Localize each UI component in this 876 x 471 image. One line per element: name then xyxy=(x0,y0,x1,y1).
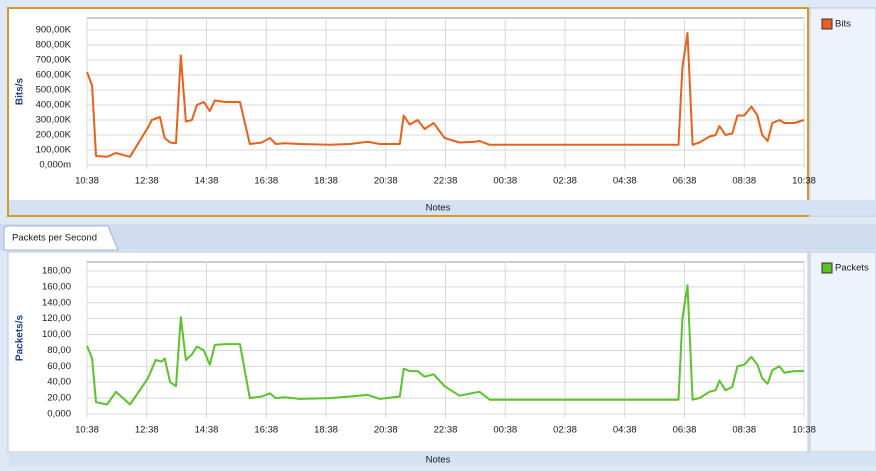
x-tick-label: 20:38 xyxy=(374,425,398,436)
tab-strip xyxy=(0,224,876,250)
x-tick-label: 10:38 xyxy=(792,176,816,187)
notes-label[interactable]: Notes xyxy=(426,203,451,214)
x-tick-label: 12:38 xyxy=(135,425,159,436)
x-tick-label: 06:38 xyxy=(673,425,697,436)
notes-bar[interactable] xyxy=(9,452,876,466)
y-tick-label: 100,00 xyxy=(42,329,71,340)
y-tick-label: 180,00 xyxy=(42,266,71,277)
x-tick-label: 20:38 xyxy=(374,176,398,187)
tab-label[interactable]: Packets per Second xyxy=(12,233,97,244)
y-tick-label: 140,00 xyxy=(42,297,71,308)
y-axis-label: Bits/s xyxy=(15,77,26,105)
x-tick-label: 00:38 xyxy=(493,176,517,187)
x-tick-label: 06:38 xyxy=(673,176,697,187)
y-tick-label: 600,00K xyxy=(36,70,72,81)
y-tick-label: 100,00K xyxy=(36,145,72,156)
x-tick-label: 08:38 xyxy=(732,176,756,187)
x-tick-label: 04:38 xyxy=(613,176,637,187)
y-tick-label: 60,00 xyxy=(47,361,71,372)
top-legend-panel xyxy=(809,7,876,217)
x-tick-label: 04:38 xyxy=(613,425,637,436)
x-tick-label: 02:38 xyxy=(553,176,577,187)
x-tick-label: 22:38 xyxy=(434,425,458,436)
y-tick-label: 300,00K xyxy=(36,115,72,126)
x-tick-label: 12:38 xyxy=(135,176,159,187)
x-tick-label: 02:38 xyxy=(553,425,577,436)
y-tick-label: 900,00K xyxy=(36,25,72,36)
x-tick-label: 16:38 xyxy=(254,176,278,187)
notes-bar[interactable] xyxy=(9,200,876,215)
y-tick-label: 700,00K xyxy=(36,55,72,66)
x-tick-label: 10:38 xyxy=(75,425,99,436)
legend-swatch xyxy=(821,262,833,274)
legend-label: Bits xyxy=(835,19,851,30)
y-tick-label: 500,00K xyxy=(36,85,72,96)
notes-label[interactable]: Notes xyxy=(426,455,451,466)
x-tick-label: 14:38 xyxy=(195,176,219,187)
x-tick-label: 22:38 xyxy=(434,176,458,187)
y-axis-label: Packets/s xyxy=(15,314,26,361)
y-tick-label: 0,000 xyxy=(47,409,71,420)
y-tick-label: 0,000m xyxy=(39,160,71,171)
bottom-legend-panel xyxy=(809,251,876,453)
legend-label: Packets xyxy=(835,263,869,274)
series-line xyxy=(86,284,804,406)
legend-swatch xyxy=(821,18,833,30)
y-tick-label: 400,00K xyxy=(36,100,72,111)
y-tick-label: 80,00 xyxy=(47,345,71,356)
y-tick-label: 200,00K xyxy=(36,130,72,141)
y-tick-label: 800,00K xyxy=(36,40,72,51)
x-tick-label: 10:38 xyxy=(792,425,816,436)
x-tick-label: 16:38 xyxy=(254,425,278,436)
x-tick-label: 08:38 xyxy=(732,425,756,436)
tab[interactable] xyxy=(3,225,119,251)
y-tick-label: 20,00 xyxy=(47,393,71,404)
y-tick-label: 40,00 xyxy=(47,377,71,388)
y-tick-label: 160,00 xyxy=(42,281,71,292)
series-line xyxy=(86,32,805,158)
x-tick-label: 14:38 xyxy=(195,425,219,436)
x-tick-label: 18:38 xyxy=(314,176,338,187)
x-tick-label: 18:38 xyxy=(314,425,338,436)
x-tick-label: 10:38 xyxy=(75,176,99,187)
y-tick-label: 120,00 xyxy=(42,313,71,324)
x-tick-label: 00:38 xyxy=(493,425,517,436)
